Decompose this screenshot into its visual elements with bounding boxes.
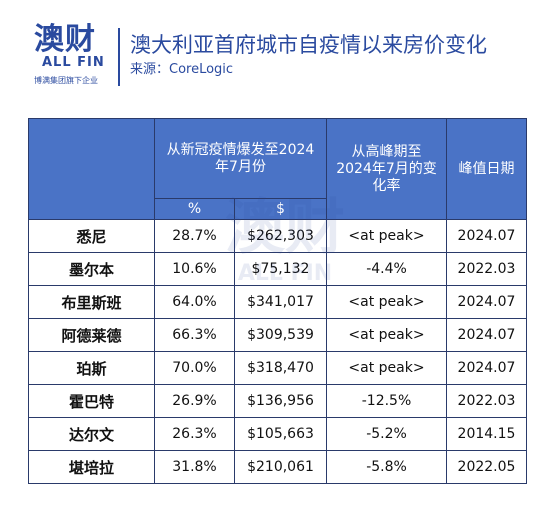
change-cell: <at peak>	[326, 318, 447, 352]
percent-cell: 10.6%	[154, 252, 235, 286]
dollar-cell: $210,061	[234, 450, 327, 484]
price-change-table: 从新冠疫情爆发至2024年7月份 从高峰期至2024年7月的变化率 峰值日期 %…	[28, 118, 527, 484]
percent-cell: 26.3%	[154, 417, 235, 451]
header-peak-date-label: 峰值日期	[458, 160, 515, 177]
table-row: 霍巴特 26.9% $136,956 -12.5% 2022.03	[28, 384, 527, 418]
change-cell: <at peak>	[326, 351, 447, 385]
city-cell: 霍巴特	[28, 384, 155, 418]
table-row: 达尔文 26.3% $105,663 -5.2% 2014.15	[28, 417, 527, 451]
header-divider	[118, 28, 120, 86]
table-row: 墨尔本 10.6% $75,132 -4.4% 2022.03	[28, 252, 527, 286]
header-peak-date: 峰值日期	[446, 118, 527, 220]
change-cell: <at peak>	[326, 219, 447, 253]
dollar-cell: $105,663	[234, 417, 327, 451]
source-note: 来源：CoreLogic	[130, 62, 234, 77]
city-cell: 堪培拉	[28, 450, 155, 484]
change-cell: <at peak>	[326, 285, 447, 319]
logo-main-text: 澳财	[34, 22, 96, 57]
change-cell: -4.4%	[326, 252, 447, 286]
city-cell: 阿德莱德	[28, 318, 155, 352]
peak-date-cell: 2024.07	[446, 219, 527, 253]
dollar-cell: $318,470	[234, 351, 327, 385]
subheader-percent: %	[154, 198, 235, 220]
table-row: 布里斯班 64.0% $341,017 <at peak> 2024.07	[28, 285, 527, 319]
table-row: 堪培拉 31.8% $210,061 -5.8% 2022.05	[28, 450, 527, 484]
percent-cell: 31.8%	[154, 450, 235, 484]
percent-cell: 64.0%	[154, 285, 235, 319]
city-cell: 布里斯班	[28, 285, 155, 319]
header-from-peak: 从高峰期至2024年7月的变化率	[326, 118, 447, 220]
header-since-covid-label: 从新冠疫情爆发至2024年7月份	[166, 141, 315, 175]
header-from-peak-label: 从高峰期至2024年7月的变化率	[336, 143, 437, 194]
city-cell: 墨尔本	[28, 252, 155, 286]
page-header: 澳财 ALL FIN 博满集团旗下企业 澳大利亚首府城市自疫情以来房价变化 来源…	[0, 0, 554, 100]
peak-date-cell: 2022.03	[446, 384, 527, 418]
table-row: 悉尼 28.7% $262,303 <at peak> 2024.07	[28, 219, 527, 253]
table-row: 珀斯 70.0% $318,470 <at peak> 2024.07	[28, 351, 527, 385]
dollar-cell: $136,956	[234, 384, 327, 418]
peak-date-cell: 2024.07	[446, 318, 527, 352]
peak-date-cell: 2022.05	[446, 450, 527, 484]
subheader-dollar: $	[234, 198, 327, 220]
percent-cell: 70.0%	[154, 351, 235, 385]
peak-date-cell: 2024.07	[446, 285, 527, 319]
change-cell: -12.5%	[326, 384, 447, 418]
change-cell: -5.2%	[326, 417, 447, 451]
page-title: 澳大利亚首府城市自疫情以来房价变化	[130, 33, 487, 57]
price-change-table-container: 从新冠疫情爆发至2024年7月份 从高峰期至2024年7月的变化率 峰值日期 %…	[28, 118, 527, 484]
allfin-logo: 澳财 ALL FIN 博满集团旗下企业	[34, 24, 110, 94]
change-cell: -5.8%	[326, 450, 447, 484]
peak-date-cell: 2022.03	[446, 252, 527, 286]
header-since-covid: 从新冠疫情爆发至2024年7月份	[154, 118, 327, 199]
table-row: 阿德莱德 66.3% $309,539 <at peak> 2024.07	[28, 318, 527, 352]
logo-sub-text: ALL FIN	[42, 55, 105, 70]
header-blank	[28, 118, 155, 220]
dollar-cell: $75,132	[234, 252, 327, 286]
city-cell: 悉尼	[28, 219, 155, 253]
dollar-cell: $341,017	[234, 285, 327, 319]
percent-cell: 66.3%	[154, 318, 235, 352]
percent-cell: 26.9%	[154, 384, 235, 418]
percent-cell: 28.7%	[154, 219, 235, 253]
city-cell: 达尔文	[28, 417, 155, 451]
peak-date-cell: 2024.07	[446, 351, 527, 385]
logo-tagline: 博满集团旗下企业	[34, 76, 98, 85]
peak-date-cell: 2014.15	[446, 417, 527, 451]
city-cell: 珀斯	[28, 351, 155, 385]
dollar-cell: $309,539	[234, 318, 327, 352]
dollar-cell: $262,303	[234, 219, 327, 253]
